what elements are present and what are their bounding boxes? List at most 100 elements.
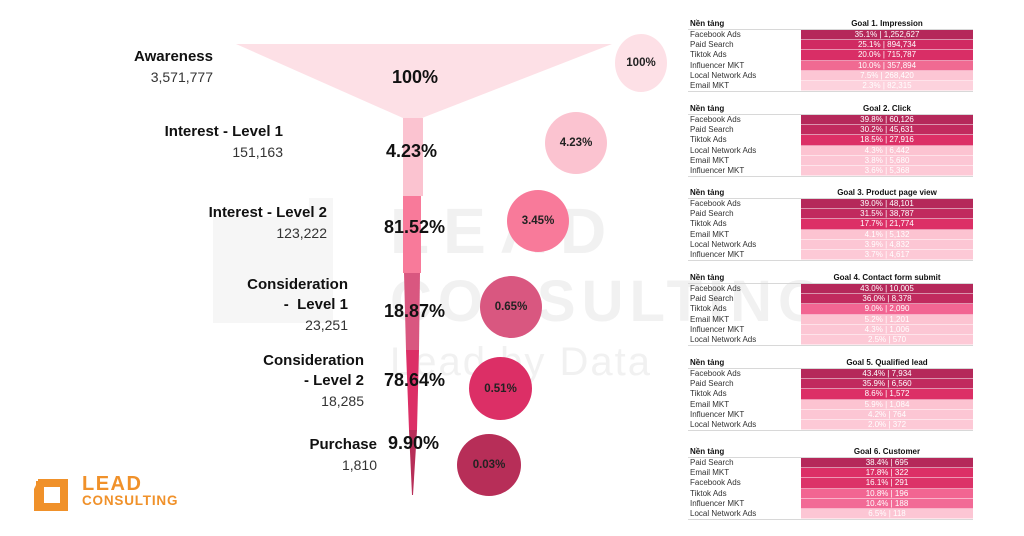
goal-column-header: Goal 3. Product page view — [837, 188, 937, 197]
platform-cell: Tiktok Ads — [690, 50, 727, 60]
platform-cell: Paid Search — [690, 209, 734, 219]
table-row: Email MKT 17.8% | 322 — [688, 468, 973, 479]
value-cell: 35.1% | 1,252,627 — [801, 30, 973, 41]
value-cell: 31.5% | 38,787 — [801, 209, 973, 220]
table-row: Influencer MKT 4.2% | 764 — [688, 409, 973, 420]
overall-conversion-bubble-purchase: 0.03% — [457, 434, 521, 496]
stage-value: 123,222 — [276, 225, 327, 241]
funnel-segment-purchase — [409, 430, 417, 495]
value-cell: 16.1% | 291 — [801, 478, 973, 489]
stage-name: Interest - Level 1 — [164, 123, 283, 140]
platform-cell: Tiktok Ads — [690, 304, 727, 314]
table-divider — [688, 519, 973, 521]
platform-cell: Tiktok Ads — [690, 135, 727, 145]
funnel-chart — [236, 44, 612, 495]
table-row: Email MKT 5.9% | 1,084 — [688, 399, 973, 410]
value-cell: 4.3% | 6,442 — [801, 145, 973, 156]
platform-cell: Email MKT — [690, 229, 730, 239]
value-cell: 10.8% | 196 — [801, 488, 973, 499]
platform-cell: Influencer MKT — [690, 324, 745, 334]
overall-conversion-bubble-awareness: 100% — [615, 34, 667, 92]
value-cell: 4.1% | 5,132 — [801, 229, 973, 240]
value-cell: 2.5% | 570 — [801, 334, 973, 346]
table-row: Tiktok Ads 18.5% | 27,916 — [688, 135, 973, 146]
value-cell: 3.9% | 4,832 — [801, 239, 973, 250]
table-row: Influencer MKT 3.6% | 5,368 — [688, 165, 973, 177]
step-conversion-awareness: 100% — [392, 67, 439, 87]
platform-column-header: Nền tảng — [690, 188, 725, 197]
platform-column-header: Nền tảng — [690, 104, 725, 113]
platform-cell: Facebook Ads — [690, 478, 741, 488]
table-row: Influencer MKT 10.0% | 357,894 — [688, 60, 973, 71]
value-cell: 39.8% | 60,126 — [801, 115, 973, 126]
table-header: Nền tảng Goal 3. Product page view — [688, 187, 973, 199]
goal-table-qualified-lead: Nền tảng Goal 5. Qualified lead Facebook… — [688, 357, 973, 432]
overall-conversion-bubble-consideration-2: 0.51% — [469, 357, 532, 420]
stage-value: 23,251 — [305, 317, 348, 333]
table-row: Email MKT 5.2% | 1,201 — [688, 314, 973, 325]
value-cell: 30.2% | 45,631 — [801, 125, 973, 136]
funnel-segment-interest-1 — [403, 118, 423, 196]
stage-name: Awareness — [134, 48, 213, 65]
logo-text-consulting: CONSULTING — [82, 493, 179, 508]
stage-label-consideration-1: Consideration - Level 1 23,251 — [0, 275, 348, 335]
value-cell: 5.9% | 1,084 — [801, 399, 973, 410]
table-row: Facebook Ads 16.1% | 291 — [688, 478, 973, 489]
bubble-label: 4.23% — [559, 137, 593, 149]
stage-name: Interest - Level 2 — [208, 204, 327, 221]
table-row: Facebook Ads 43.4% | 7,934 — [688, 369, 973, 380]
table-row: Local Network Ads 2.0% | 372 — [688, 419, 973, 431]
platform-cell: Influencer MKT — [690, 409, 745, 419]
table-header: Nền tảng Goal 2. Click — [688, 103, 973, 115]
value-cell: 10.4% | 188 — [801, 498, 973, 509]
stage-value: 3,571,777 — [150, 69, 213, 85]
value-cell: 25.1% | 894,734 — [801, 40, 973, 51]
table-header: Nền tảng Goal 5. Qualified lead — [688, 357, 973, 369]
overall-conversion-bubble-interest-2: 3.45% — [507, 190, 569, 252]
platform-cell: Tiktok Ads — [690, 488, 727, 498]
goal-table-impression: Nền tảng Goal 1. Impression Facebook Ads… — [688, 18, 973, 93]
table-row: Facebook Ads 35.1% | 1,252,627 — [688, 30, 973, 41]
platform-cell: Influencer MKT — [690, 249, 745, 259]
platform-cell: Local Network Ads — [690, 70, 757, 80]
table-row: Facebook Ads 43.0% | 10,005 — [688, 284, 973, 295]
platform-cell: Local Network Ads — [690, 145, 757, 155]
table-divider — [688, 91, 973, 93]
value-cell: 36.0% | 8,378 — [801, 294, 973, 305]
table-row: Email MKT 2.3% | 82,315 — [688, 80, 973, 92]
table-row: Paid Search 30.2% | 45,631 — [688, 125, 973, 136]
overall-conversion-bubble-consideration-1: 0.65% — [480, 276, 542, 338]
table-row: Facebook Ads 39.8% | 60,126 — [688, 115, 973, 126]
stage-name: Purchase — [309, 436, 377, 453]
logo-mark-icon — [30, 477, 68, 511]
platform-cell: Influencer MKT — [690, 60, 745, 70]
table-row: Influencer MKT 3.7% | 4,617 — [688, 249, 973, 261]
platform-column-header: Nền tảng — [690, 447, 725, 456]
platform-cell: Email MKT — [690, 80, 730, 90]
bubble-label: 100% — [626, 57, 656, 69]
platform-cell: Facebook Ads — [690, 199, 741, 208]
goal-table-click: Nền tảng Goal 2. Click Facebook Ads 39.8%… — [688, 103, 973, 178]
bubble-label: 3.45% — [521, 215, 555, 227]
platform-cell: Local Network Ads — [690, 508, 757, 518]
goal-table-customer: Nền tảng Goal 6. Customer Paid Search 38.… — [688, 446, 973, 521]
table-row: Tiktok Ads 9.0% | 2,090 — [688, 304, 973, 315]
table-row: Local Network Ads 6.5% | 118 — [688, 508, 973, 520]
platform-cell: Influencer MKT — [690, 165, 745, 175]
platform-cell: Local Network Ads — [690, 334, 757, 344]
goal-table-contact-form-submit: Nền tảng Goal 4. Contact form submit Fac… — [688, 272, 973, 347]
table-row: Tiktok Ads 17.7% | 21,774 — [688, 219, 973, 230]
stage-value: 18,285 — [321, 393, 364, 409]
funnel-segment-interest-2 — [403, 196, 421, 273]
platform-cell: Email MKT — [690, 399, 730, 409]
platform-cell: Paid Search — [690, 40, 734, 50]
stage-label-interest-2: Interest - Level 2 123,222 — [0, 203, 327, 243]
value-cell: 17.7% | 21,774 — [801, 219, 973, 230]
table-header: Nền tảng Goal 1. Impression — [688, 18, 973, 30]
table-divider — [688, 260, 973, 262]
table-row: Email MKT 3.8% | 5,680 — [688, 155, 973, 166]
platform-cell: Facebook Ads — [690, 284, 741, 293]
platform-column-header: Nền tảng — [690, 273, 725, 282]
platform-column-header: Nền tảng — [690, 19, 725, 28]
platform-cell: Facebook Ads — [690, 30, 741, 39]
